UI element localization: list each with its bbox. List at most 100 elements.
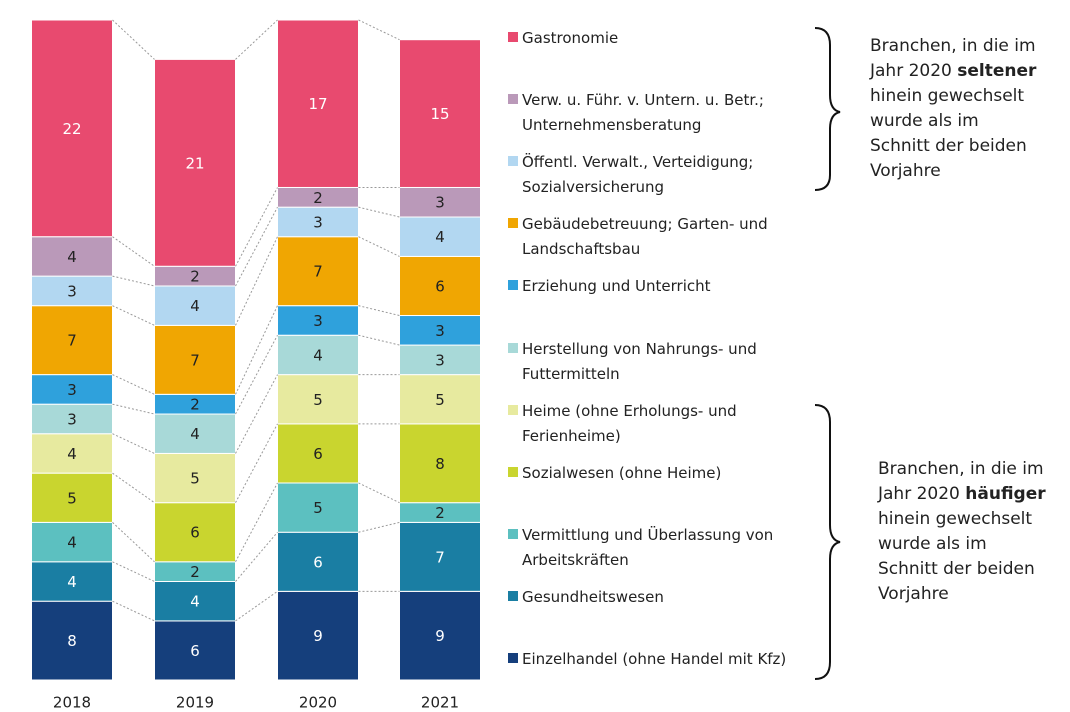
value-label: 4 bbox=[67, 248, 77, 266]
bar-segment bbox=[154, 58, 236, 267]
bar-segment bbox=[277, 423, 359, 484]
connector bbox=[235, 423, 278, 503]
legend-swatch bbox=[508, 218, 518, 229]
value-label: 21 bbox=[185, 154, 204, 172]
value-label: 5 bbox=[190, 470, 200, 488]
annotation-text: Branchen, in die im Jahr 2020 bbox=[878, 459, 1044, 504]
connector bbox=[358, 206, 400, 218]
brace bbox=[814, 27, 841, 191]
legend-item: Heime (ohne Erholungs- und Ferienheime) bbox=[508, 399, 798, 449]
value-label: 4 bbox=[67, 534, 77, 552]
bar-segment bbox=[31, 305, 113, 376]
value-label: 3 bbox=[435, 194, 445, 212]
legend-item: Herstellung von Nahrungs- und Futtermitt… bbox=[508, 337, 798, 387]
value-label: 4 bbox=[67, 573, 77, 591]
connector bbox=[358, 236, 400, 257]
bar-segment bbox=[154, 502, 236, 563]
bar-segment bbox=[399, 374, 481, 425]
x-tick-label: 2018 bbox=[53, 694, 91, 712]
legend-label: Heime (ohne Erholungs- und Ferienheime) bbox=[522, 401, 737, 445]
connector bbox=[112, 236, 155, 267]
x-tick-label: 2021 bbox=[421, 694, 459, 712]
legend-item: Verw. u. Führ. v. Untern. u. Betr.; Unte… bbox=[508, 88, 798, 138]
connector bbox=[358, 334, 400, 346]
legend-swatch bbox=[508, 466, 518, 477]
legend-swatch bbox=[508, 404, 518, 415]
bar-segment bbox=[277, 590, 359, 681]
bar-segment bbox=[31, 600, 113, 681]
legend-swatch bbox=[508, 590, 518, 601]
connector bbox=[235, 187, 278, 267]
bar-segment bbox=[399, 186, 481, 218]
value-label: 7 bbox=[190, 351, 200, 369]
annotation: Branchen, in die im Jahr 2020 häufiger h… bbox=[878, 457, 1048, 607]
value-label: 3 bbox=[67, 381, 77, 399]
bar-segment bbox=[31, 374, 113, 405]
x-tick-label: 2020 bbox=[299, 694, 337, 712]
connector bbox=[235, 305, 278, 395]
connector bbox=[112, 275, 155, 287]
connector bbox=[235, 19, 278, 60]
annotation-emphasis: häufiger bbox=[965, 484, 1046, 504]
x-tick-label: 2019 bbox=[176, 694, 214, 712]
connector bbox=[112, 472, 155, 504]
legend-swatch bbox=[508, 653, 518, 663]
value-label: 3 bbox=[67, 282, 77, 300]
legend-label: Gebäudebetreuung; Garten- und Landschaft… bbox=[522, 215, 768, 259]
value-label: 2 bbox=[190, 268, 200, 286]
value-label: 3 bbox=[313, 312, 323, 330]
connector bbox=[358, 305, 400, 317]
value-label: 5 bbox=[435, 391, 445, 409]
connector bbox=[235, 374, 278, 454]
connector bbox=[358, 19, 400, 41]
value-label: 8 bbox=[67, 632, 77, 650]
legend-label: Vermittlung und Überlassung von Arbeitsk… bbox=[522, 525, 774, 569]
legend-label: Sozialwesen (ohne Heime) bbox=[522, 463, 722, 482]
connector bbox=[112, 561, 155, 582]
bar-segment bbox=[399, 590, 481, 681]
value-label: 15 bbox=[430, 105, 449, 123]
value-label: 2 bbox=[435, 504, 445, 522]
value-label: 4 bbox=[313, 346, 323, 364]
bar-segment bbox=[277, 482, 359, 533]
connector bbox=[112, 522, 155, 563]
connector bbox=[112, 433, 155, 454]
legend-label: Erziehung und Unterricht bbox=[522, 277, 711, 296]
connector bbox=[358, 482, 400, 504]
value-label: 7 bbox=[67, 332, 77, 350]
legend-label: Gastronomie bbox=[522, 29, 619, 47]
connector bbox=[112, 600, 155, 622]
connector bbox=[112, 19, 155, 60]
legend-swatch bbox=[508, 32, 518, 42]
legend-label: Gesundheitswesen bbox=[522, 587, 664, 606]
legend-label: Öffentl. Verwalt., Verteidigung; Sozialv… bbox=[522, 153, 754, 197]
bar-segment bbox=[399, 39, 481, 188]
bar-segment bbox=[399, 344, 481, 376]
legend-item: Einzelhandel (ohne Handel mit Kfz) bbox=[508, 647, 798, 672]
value-label: 6 bbox=[313, 553, 323, 571]
bar-segment bbox=[399, 255, 481, 317]
bar-segment bbox=[154, 452, 236, 504]
value-label: 6 bbox=[190, 524, 200, 542]
legend-item: Sozialwesen (ohne Heime) bbox=[508, 461, 798, 486]
bar-segment bbox=[31, 561, 113, 602]
legend-label: Herstellung von Nahrungs- und Futtermitt… bbox=[522, 339, 757, 383]
bar-segment bbox=[31, 19, 113, 238]
value-label: 8 bbox=[435, 455, 445, 473]
bar-segment bbox=[399, 423, 481, 504]
value-label: 4 bbox=[67, 445, 77, 463]
bar-segment bbox=[31, 472, 113, 523]
connector bbox=[112, 403, 155, 415]
legend-item: Gastronomie bbox=[508, 26, 798, 51]
bar-segment bbox=[154, 413, 236, 454]
value-label: 9 bbox=[313, 627, 323, 645]
value-label: 6 bbox=[313, 445, 323, 463]
connector bbox=[112, 305, 155, 326]
annotation: Branchen, in die im Jahr 2020 seltener h… bbox=[870, 34, 1040, 184]
bar-segment bbox=[31, 275, 113, 307]
value-label: 7 bbox=[313, 263, 323, 281]
value-label: 4 bbox=[190, 425, 200, 443]
bar-segment bbox=[31, 236, 113, 277]
bar-segment bbox=[31, 521, 113, 563]
